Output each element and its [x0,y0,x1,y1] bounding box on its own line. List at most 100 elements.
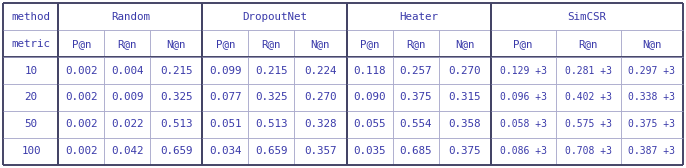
Bar [58,84,104,111]
Text: Random: Random [111,12,150,22]
Text: 0.575 +3: 0.575 +3 [565,119,611,129]
Text: 0.402 +3: 0.402 +3 [565,92,611,102]
Bar [104,30,150,57]
Text: N@n: N@n [455,39,474,49]
Text: N@n: N@n [311,39,330,49]
Bar [392,57,438,84]
Text: Heater: Heater [399,12,438,22]
Bar [150,111,202,138]
Text: 0.215: 0.215 [255,66,287,76]
Text: 0.118: 0.118 [353,66,386,76]
Text: 0.002: 0.002 [65,66,97,76]
Bar [490,138,556,165]
Bar [150,30,202,57]
Bar [294,111,346,138]
Bar [556,111,621,138]
Bar [490,111,556,138]
Text: 20: 20 [25,92,38,102]
Bar [58,138,104,165]
Bar [621,57,683,84]
Bar [3,3,58,30]
Text: 0.129 +3: 0.129 +3 [499,66,547,76]
Text: 0.387 +3: 0.387 +3 [628,146,675,156]
Bar [248,111,294,138]
Text: 0.099: 0.099 [209,66,241,76]
Text: 0.042: 0.042 [111,146,143,156]
Bar [438,30,490,57]
Bar [438,111,490,138]
Bar [438,138,490,165]
Bar [202,111,248,138]
Bar [556,138,621,165]
Bar [556,30,621,57]
Text: 0.325: 0.325 [161,92,193,102]
Bar [346,57,392,84]
Text: 10: 10 [25,66,38,76]
Text: 0.708 +3: 0.708 +3 [565,146,611,156]
Bar [248,84,294,111]
Text: 0.281 +3: 0.281 +3 [565,66,611,76]
Text: 0.224: 0.224 [305,66,337,76]
Bar [490,57,556,84]
Bar [104,57,150,84]
Bar [202,57,248,84]
Bar [490,30,556,57]
Text: 0.257: 0.257 [399,66,431,76]
Bar [490,84,556,111]
Text: 0.002: 0.002 [65,92,97,102]
Bar [58,30,104,57]
Text: 0.096 +3: 0.096 +3 [499,92,547,102]
Text: 0.659: 0.659 [161,146,193,156]
Bar [621,138,683,165]
Text: 0.357: 0.357 [305,146,337,156]
Text: metric: metric [12,39,51,49]
Bar [556,57,621,84]
Bar [392,111,438,138]
Bar [58,111,104,138]
Text: R@n: R@n [118,39,137,49]
Text: 0.051: 0.051 [209,119,241,129]
Text: 100: 100 [21,146,40,156]
Text: 0.058 +3: 0.058 +3 [499,119,547,129]
Bar [3,57,58,84]
Text: 0.375 +3: 0.375 +3 [628,119,675,129]
Bar [58,3,202,30]
Bar [346,84,392,111]
Bar [58,57,104,84]
Bar [438,84,490,111]
Bar [202,138,248,165]
Text: 0.002: 0.002 [65,146,97,156]
Text: P@n: P@n [513,39,533,49]
Bar [104,84,150,111]
Text: 0.270: 0.270 [305,92,337,102]
Bar [490,3,683,30]
Text: 0.022: 0.022 [111,119,143,129]
Text: 0.297 +3: 0.297 +3 [628,66,675,76]
Text: 0.328: 0.328 [305,119,337,129]
Text: P@n: P@n [72,39,91,49]
Text: 0.554: 0.554 [399,119,431,129]
Bar [294,84,346,111]
Text: 0.325: 0.325 [255,92,287,102]
Bar [104,111,150,138]
Bar [150,57,202,84]
Bar [202,84,248,111]
Bar [248,30,294,57]
Bar [3,30,58,57]
Bar [346,30,392,57]
Text: R@n: R@n [405,39,425,49]
Text: 0.002: 0.002 [65,119,97,129]
Bar [294,138,346,165]
Text: 0.513: 0.513 [255,119,287,129]
Bar [150,138,202,165]
Text: 0.004: 0.004 [111,66,143,76]
Text: 0.086 +3: 0.086 +3 [499,146,547,156]
Bar [346,138,392,165]
Bar [346,3,490,30]
Text: 0.270: 0.270 [448,66,481,76]
Text: 0.055: 0.055 [353,119,386,129]
Bar [392,84,438,111]
Bar [3,138,58,165]
Bar [202,3,346,30]
Bar [294,57,346,84]
